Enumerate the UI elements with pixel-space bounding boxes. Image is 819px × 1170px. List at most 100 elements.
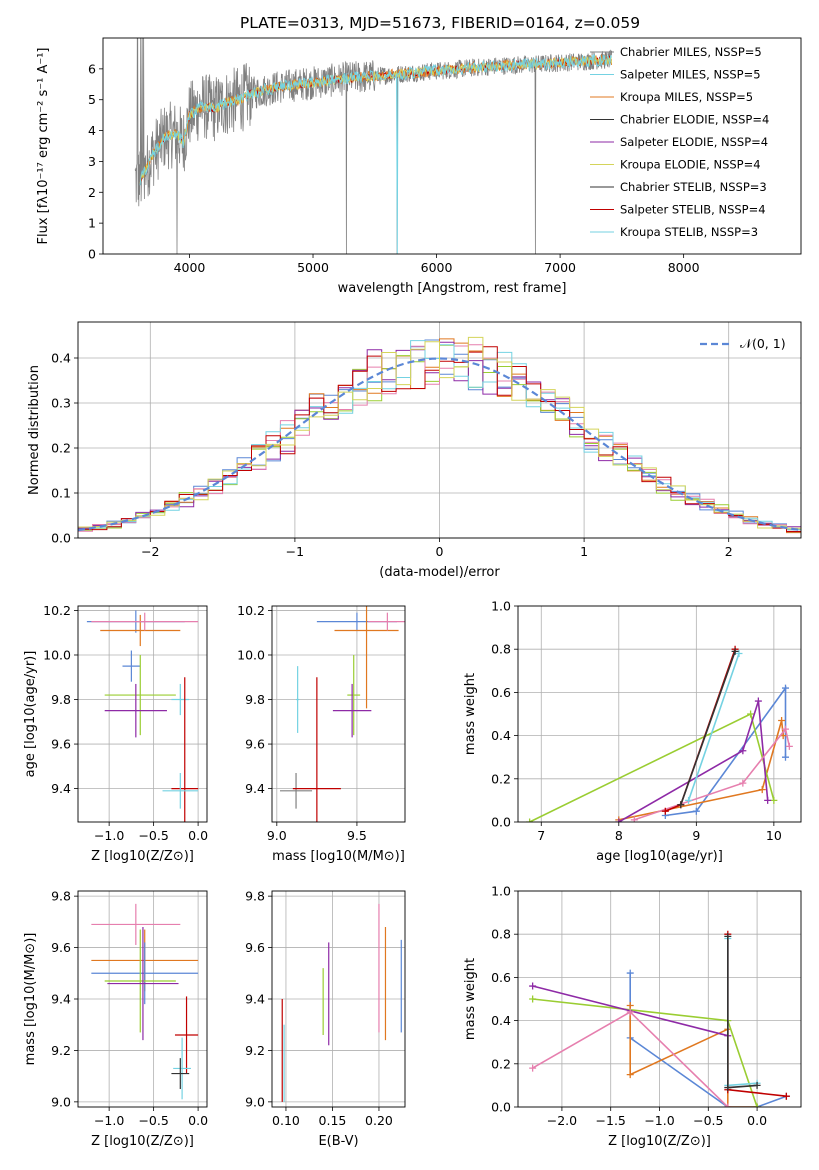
axis-label-x: wavelength [Angstrom, rest frame] [338,281,567,296]
tick-label-x: 0.0 [188,828,208,843]
tick-label-x: 9 [692,828,700,843]
axis-label-y: Flux [fλ10⁻¹⁷ erg cm⁻² s⁻¹ A⁻¹] [36,48,51,245]
data-point [739,747,747,755]
data-point [770,796,778,804]
data-point [626,1071,634,1079]
tick-label-y: 0.2 [491,1056,511,1071]
tick-label-y: 10.0 [43,647,71,662]
series-line [139,53,612,254]
tick-label-y: 9.6 [245,940,265,955]
tick-label-y: 9.0 [245,1094,265,1109]
data-point [781,725,789,733]
tick-label-y: 9.4 [51,992,71,1007]
tick-label-x: −1.5 [596,1113,626,1128]
panel-weight-vs-age: 7 8 9 10 0.0 0.2 0.4 0.6 0.8 1.0 age [log10(age/yr… [463,599,802,864]
data-point [626,1001,634,1009]
legend-entry: Chabrier MILES, NSSP=5 [620,45,762,59]
tick-label-y: 10.0 [237,647,265,662]
axes-frame [517,605,802,823]
data-point [731,647,739,655]
tick-label-y: 2 [88,185,96,200]
plot-area [86,610,199,822]
axes-frame [517,890,802,1108]
series-line [687,653,740,801]
axis-label-y: mass weight [463,958,478,1040]
data-point [754,697,762,705]
tick-label-y: 4 [88,123,96,138]
tick-label-y: 0.2 [51,441,71,456]
tick-label-y: 10.2 [237,603,265,618]
data-point [692,807,700,815]
axis-label-y: mass [log10(M/M⊙)] [23,933,38,1066]
panels: 4000 5000 6000 7000 8000 0 1 2 3 4 5 6 wavelength [A… [23,37,802,1149]
tick-label-y: 9.8 [51,692,71,707]
tick-label-x: 8 [615,828,623,843]
series-line [134,38,613,254]
axis-label-x: mass [log10(M/M⊙)] [272,849,405,864]
tick-label-y: 0.6 [491,970,511,985]
tick-label-x: −2 [141,544,159,559]
data-point [782,1092,790,1100]
tick-label-y: 9.4 [51,781,71,796]
tick-label-y: 1.0 [491,884,511,899]
legend-entry: Salpeter STELIB, NSSP=4 [620,203,766,217]
legend-entry: Chabrier ELODIE, NSSP=4 [620,113,769,127]
legend-entry: Salpeter MILES, NSSP=5 [620,68,761,82]
data-point [529,995,537,1003]
tick-label-x: 5000 [297,260,329,275]
tick-label-x: 1 [580,544,588,559]
tick-label-x: −1.0 [644,1113,674,1128]
axes-frame [271,890,406,1108]
data-point [764,796,772,804]
tick-label-y: 9.8 [51,889,71,904]
tick-label-x: 0.0 [747,1113,767,1128]
tick-label-y: 5 [88,92,96,107]
data-point [626,969,634,977]
data-point [735,650,743,658]
tick-label-y: 9.6 [51,940,71,955]
plot-area [91,903,199,1100]
tick-label-y: 10.2 [43,603,71,618]
tick-label-x: 0.0 [188,1113,208,1128]
tick-label-x: 8000 [668,260,700,275]
axis-label-x: age [log10(age/yr)] [596,849,723,864]
tick-label-y: 0.4 [491,728,511,743]
series-line [139,55,612,184]
plot-area [78,336,801,534]
tick-label-x: 0.15 [319,1113,347,1128]
tick-label-y: 1.0 [491,599,511,614]
tick-label-x: 2 [725,544,733,559]
plot-area [529,930,790,1107]
data-point [785,742,793,750]
axis-label-y: Normed distribution [27,365,42,495]
data-point [526,818,534,822]
legend-entry: 𝒩(0, 1) [740,336,786,351]
data-point [747,710,755,718]
axes-frame [102,37,802,255]
tick-label-x: 6000 [421,260,453,275]
data-point [615,818,623,822]
axis-label-x: E(B-V) [318,1134,358,1149]
tick-label-y: 9.8 [245,692,265,707]
tick-label-y: 9.6 [51,737,71,752]
tick-label-x: 7000 [544,260,576,275]
data-point [778,716,786,724]
tick-label-y: 9.2 [245,1043,265,1058]
axes-frame [77,890,208,1108]
panel-age-vs-mass: 9.0 9.5 9.4 9.6 9.8 10.0 10.2 mass [log10(M/M⊙)… [237,603,406,864]
panel-weight-vs-z: −2.0 −1.5 −1.0 −0.5 0.0 0.0 0.2 0.4 0.6 0.8 1.0 Z [… [463,884,802,1149]
tick-label-y: 0.3 [51,396,71,411]
data-point [781,753,789,761]
tick-label-y: 9.4 [245,992,265,1007]
series-line [664,648,736,812]
data-point [724,1103,732,1107]
tick-label-x: −0.5 [138,1113,168,1128]
tick-label-x: 4000 [174,260,206,275]
series-line [529,712,775,822]
panel-residuals: −2 −1 0 1 2 0.0 0.1 0.2 0.3 0.4 (data-model)/error… [27,321,802,580]
tick-label-y: 1 [88,216,96,231]
tick-label-y: 0.0 [491,815,511,830]
tick-label-y: 0.2 [491,771,511,786]
data-point [753,1081,761,1089]
